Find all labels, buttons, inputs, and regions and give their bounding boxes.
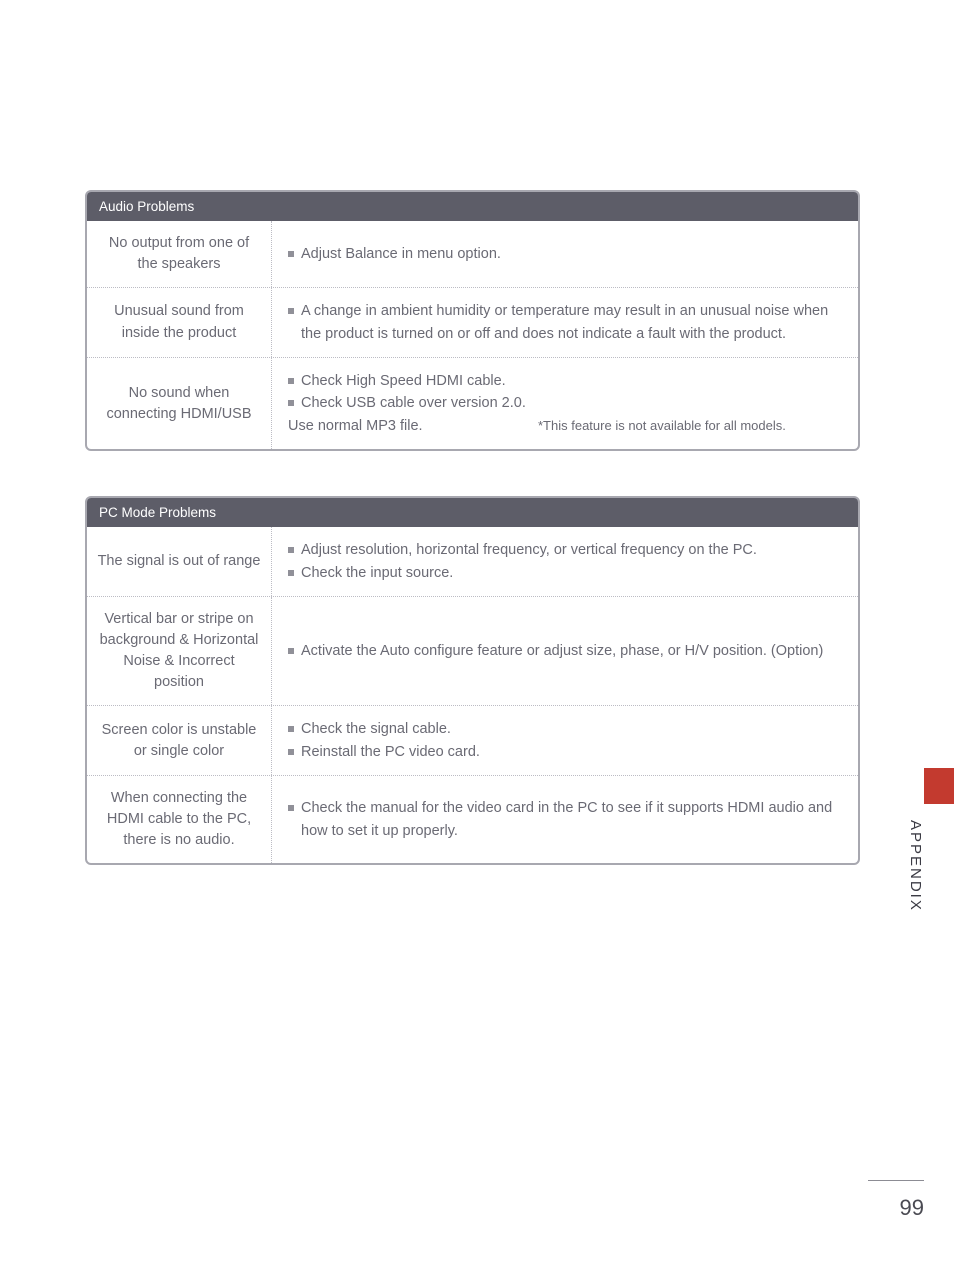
solution-item: Check the signal cable. [288, 718, 842, 740]
solution-item: Check the manual for the video card in t… [288, 797, 842, 842]
solution-text: Check the manual for the video card in t… [301, 797, 842, 842]
solution-item: Adjust resolution, horizontal frequency,… [288, 539, 842, 561]
table-row: Unusual sound from inside the product A … [87, 288, 858, 358]
solution-text: Check the signal cable. [301, 718, 842, 740]
solution-cell: Adjust Balance in menu option. [272, 221, 858, 287]
problem-cell: No output from one of the speakers [87, 221, 272, 287]
audio-problems-table: Audio Problems No output from one of the… [85, 190, 860, 451]
solution-cell: Check High Speed HDMI cable. Check USB c… [272, 358, 858, 449]
solution-text: Adjust resolution, horizontal frequency,… [301, 539, 842, 561]
solution-item: Check USB cable over version 2.0. [288, 392, 842, 414]
table-row: No output from one of the speakers Adjus… [87, 221, 858, 288]
solution-text: Activate the Auto configure feature or a… [301, 640, 842, 662]
solution-item: Check High Speed HDMI cable. [288, 370, 842, 392]
audio-table-header: Audio Problems [87, 192, 858, 221]
bullet-icon [288, 749, 294, 755]
bullet-icon [288, 648, 294, 654]
problem-cell: The signal is out of range [87, 527, 272, 596]
bullet-icon [288, 308, 294, 314]
problem-cell: Screen color is unstable or single color [87, 706, 272, 775]
solution-text: Check the input source. [301, 562, 842, 584]
table-row: Screen color is unstable or single color… [87, 706, 858, 776]
solution-text: Check High Speed HDMI cable. [301, 370, 842, 392]
solution-cell: Adjust resolution, horizontal frequency,… [272, 527, 858, 596]
solution-text: Reinstall the PC video card. [301, 741, 842, 763]
solution-cell: Check the signal cable. Reinstall the PC… [272, 706, 858, 775]
solution-item-with-note: Use normal MP3 file. *This feature is no… [288, 415, 842, 437]
table-row: No sound when connecting HDMI/USB Check … [87, 358, 858, 449]
table-row: The signal is out of range Adjust resolu… [87, 527, 858, 597]
pc-mode-problems-table: PC Mode Problems The signal is out of ra… [85, 496, 860, 865]
section-tab-marker [924, 768, 954, 804]
bullet-icon [288, 400, 294, 406]
problem-cell: No sound when connecting HDMI/USB [87, 358, 272, 449]
solution-cell: A change in ambient humidity or temperat… [272, 288, 858, 357]
bullet-icon [288, 805, 294, 811]
solution-text: Use normal MP3 file. [288, 415, 538, 437]
page-number-rule [868, 1180, 924, 1181]
problem-cell: When connecting the HDMI cable to the PC… [87, 776, 272, 863]
table-row: When connecting the HDMI cable to the PC… [87, 776, 858, 863]
bullet-icon [288, 378, 294, 384]
solution-item: Activate the Auto configure feature or a… [288, 640, 842, 662]
footnote-text: *This feature is not available for all m… [538, 415, 786, 437]
table-row: Vertical bar or stripe on background & H… [87, 597, 858, 706]
problem-cell: Unusual sound from inside the product [87, 288, 272, 357]
bullet-icon [288, 570, 294, 576]
solution-item: Adjust Balance in menu option. [288, 243, 842, 265]
solution-text: Check USB cable over version 2.0. [301, 392, 842, 414]
solution-text: A change in ambient humidity or temperat… [301, 300, 842, 345]
page-number: 99 [900, 1195, 924, 1221]
solution-cell: Activate the Auto configure feature or a… [272, 597, 858, 705]
page-content: Audio Problems No output from one of the… [85, 190, 860, 865]
solution-item: Reinstall the PC video card. [288, 741, 842, 763]
problem-cell: Vertical bar or stripe on background & H… [87, 597, 272, 705]
section-label: APPENDIX [907, 820, 924, 912]
solution-text: Adjust Balance in menu option. [301, 243, 842, 265]
bullet-icon [288, 251, 294, 257]
pc-table-header: PC Mode Problems [87, 498, 858, 527]
solution-cell: Check the manual for the video card in t… [272, 776, 858, 863]
bullet-icon [288, 726, 294, 732]
solution-item: Check the input source. [288, 562, 842, 584]
bullet-icon [288, 547, 294, 553]
solution-item: A change in ambient humidity or temperat… [288, 300, 842, 345]
